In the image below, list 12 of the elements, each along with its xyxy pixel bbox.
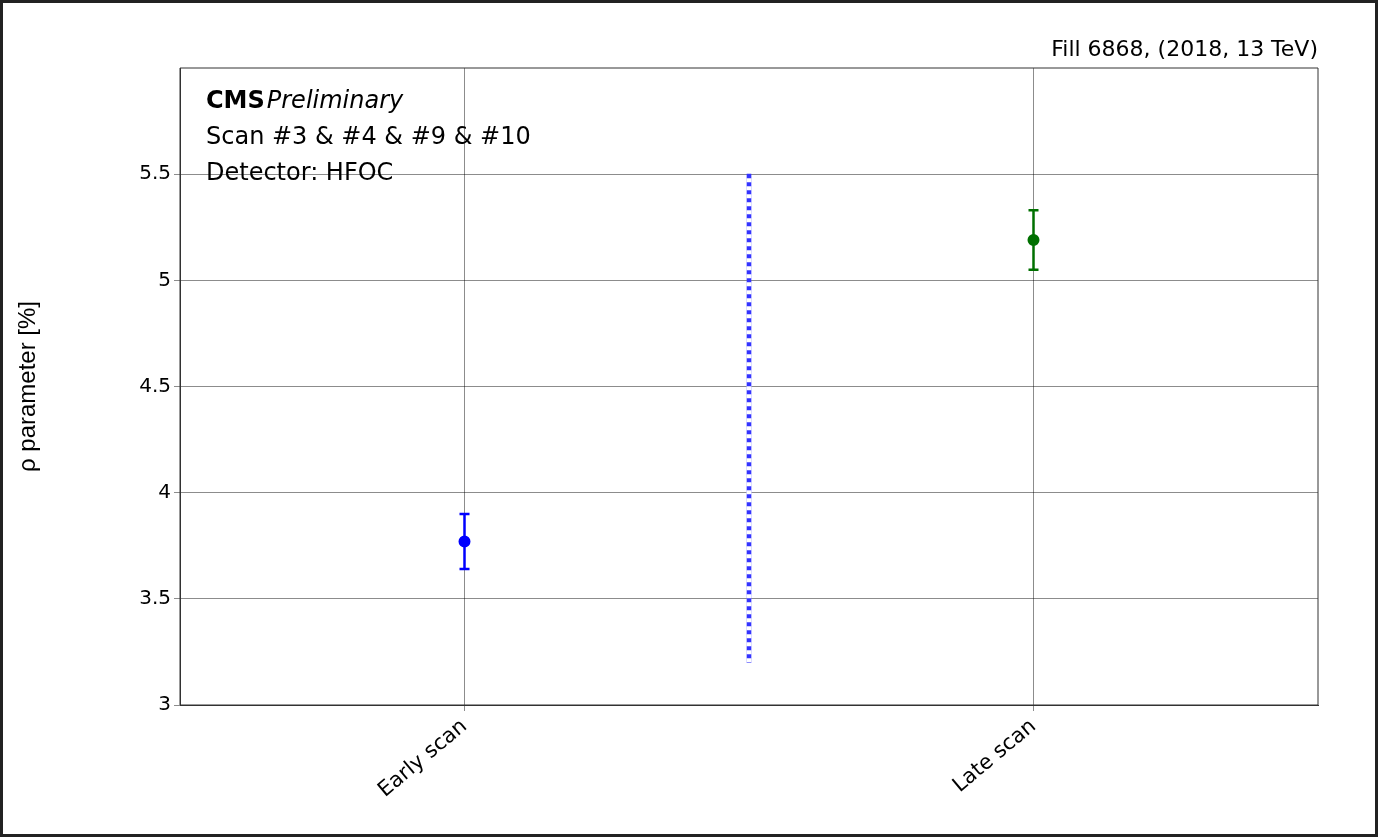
y-tick-label: 5.5 <box>139 160 171 185</box>
annotation: Scan #3 & #4 & #9 & #10 <box>206 122 531 150</box>
chart-title: Fill 6868, (2018, 13 TeV) <box>1051 36 1318 61</box>
annotation: Detector: HFOC <box>206 158 394 186</box>
annotation: CMS <box>206 86 265 114</box>
y-axis-title: ρ parameter [%] <box>13 300 41 473</box>
y-tick-label: 3 <box>158 691 171 716</box>
y-tick-label: 5 <box>158 266 171 291</box>
y-tick-label: 3.5 <box>139 585 171 610</box>
y-tick-label: 4.5 <box>139 372 171 397</box>
annotation: Preliminary <box>266 86 405 114</box>
y-tick-label: 4 <box>158 478 171 503</box>
